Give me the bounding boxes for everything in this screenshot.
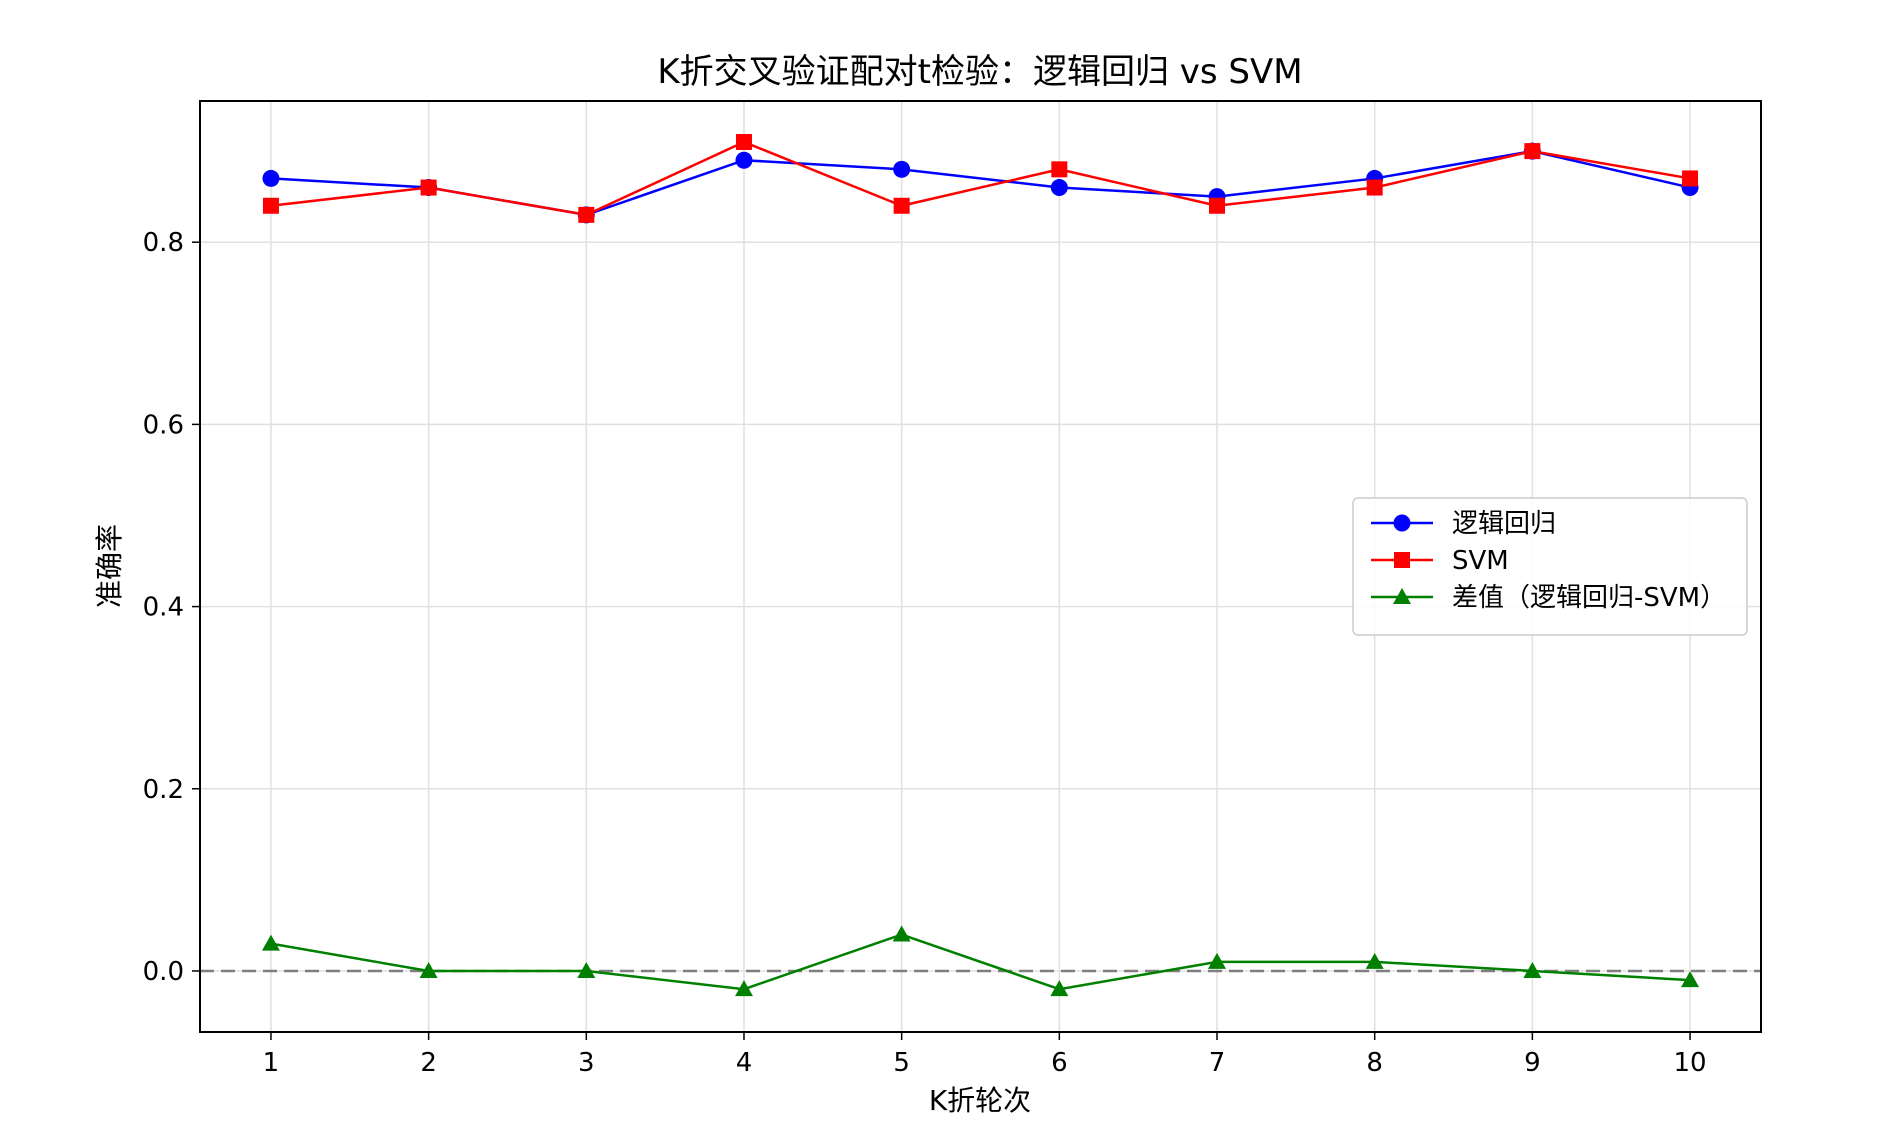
svm-point xyxy=(893,197,910,214)
x-tick-label: 2 xyxy=(420,1048,437,1078)
difference-point xyxy=(261,934,280,951)
svm-point xyxy=(1524,143,1541,160)
svm-point xyxy=(1366,179,1383,196)
difference-point xyxy=(1365,952,1384,969)
logistic-regression-point xyxy=(735,151,753,169)
plot-frame xyxy=(199,100,1762,1033)
difference-point xyxy=(1523,961,1542,978)
svm-point xyxy=(262,197,279,214)
legend: 逻辑回归 SVM 差值（逻辑回归-SVM） xyxy=(1352,497,1748,636)
x-tick-label: 8 xyxy=(1366,1048,1383,1078)
svm-point xyxy=(1051,161,1068,178)
svm-point xyxy=(735,133,752,150)
y-tick-label: 0.8 xyxy=(143,228,184,258)
x-tick-label: 5 xyxy=(893,1048,910,1078)
x-tick-label: 10 xyxy=(1673,1048,1706,1078)
chart-title: K折交叉验证配对t检验：逻辑回归 vs SVM xyxy=(657,52,1302,92)
svm-line xyxy=(270,140,1691,217)
legend-box xyxy=(1352,497,1748,636)
legend-marker xyxy=(1393,588,1411,604)
legend-marker xyxy=(1394,552,1410,568)
x-axis-label: K折轮次 xyxy=(929,1084,1031,1117)
difference-point xyxy=(419,961,438,978)
x-tick-label: 9 xyxy=(1524,1048,1541,1078)
y-tick-label: 0.2 xyxy=(143,775,184,805)
svm-point xyxy=(1682,170,1699,187)
difference-point xyxy=(1681,971,1700,988)
axis-ticks: 1 2 3 4 5 6 7 8 9 10 0.0 0.2 0.4 0.6 0.8 xyxy=(143,228,1707,1078)
logistic-regression-line xyxy=(270,149,1691,217)
legend-item-logistic-regression: 逻辑回归 xyxy=(1371,509,1556,539)
legend-label: SVM xyxy=(1452,546,1509,576)
difference-point xyxy=(892,925,911,942)
y-tick-label: 0.6 xyxy=(143,410,184,440)
logistic-regression-point xyxy=(893,160,911,178)
legend-label: 逻辑回归 xyxy=(1452,509,1556,539)
legend-label: 差值（逻辑回归-SVM） xyxy=(1452,583,1726,613)
x-tick-label: 1 xyxy=(263,1048,280,1078)
difference-point xyxy=(577,961,596,978)
x-tick-label: 7 xyxy=(1209,1048,1226,1078)
series-group xyxy=(261,133,1700,997)
svm-point xyxy=(420,179,437,196)
logistic-regression-point xyxy=(1050,179,1068,197)
svm-series xyxy=(262,133,1699,223)
difference-series xyxy=(261,925,1700,997)
logistic-regression-series xyxy=(262,142,1699,224)
legend-item-svm: SVM xyxy=(1371,546,1509,576)
difference-point xyxy=(1208,952,1227,969)
y-axis-label: 准确率 xyxy=(93,524,126,608)
difference-point xyxy=(734,980,753,997)
svm-point xyxy=(1209,197,1226,214)
svm-point xyxy=(578,206,595,223)
difference-point xyxy=(1050,980,1069,997)
x-tick-label: 4 xyxy=(736,1048,753,1078)
difference-line xyxy=(270,933,1691,991)
logistic-regression-point xyxy=(262,169,280,187)
x-tick-label: 6 xyxy=(1051,1048,1068,1078)
legend-item-difference: 差值（逻辑回归-SVM） xyxy=(1371,583,1726,613)
legend-marker xyxy=(1393,514,1411,532)
x-tick-label: 3 xyxy=(578,1048,595,1078)
y-tick-label: 0.0 xyxy=(143,957,184,987)
y-tick-label: 0.4 xyxy=(143,593,184,623)
